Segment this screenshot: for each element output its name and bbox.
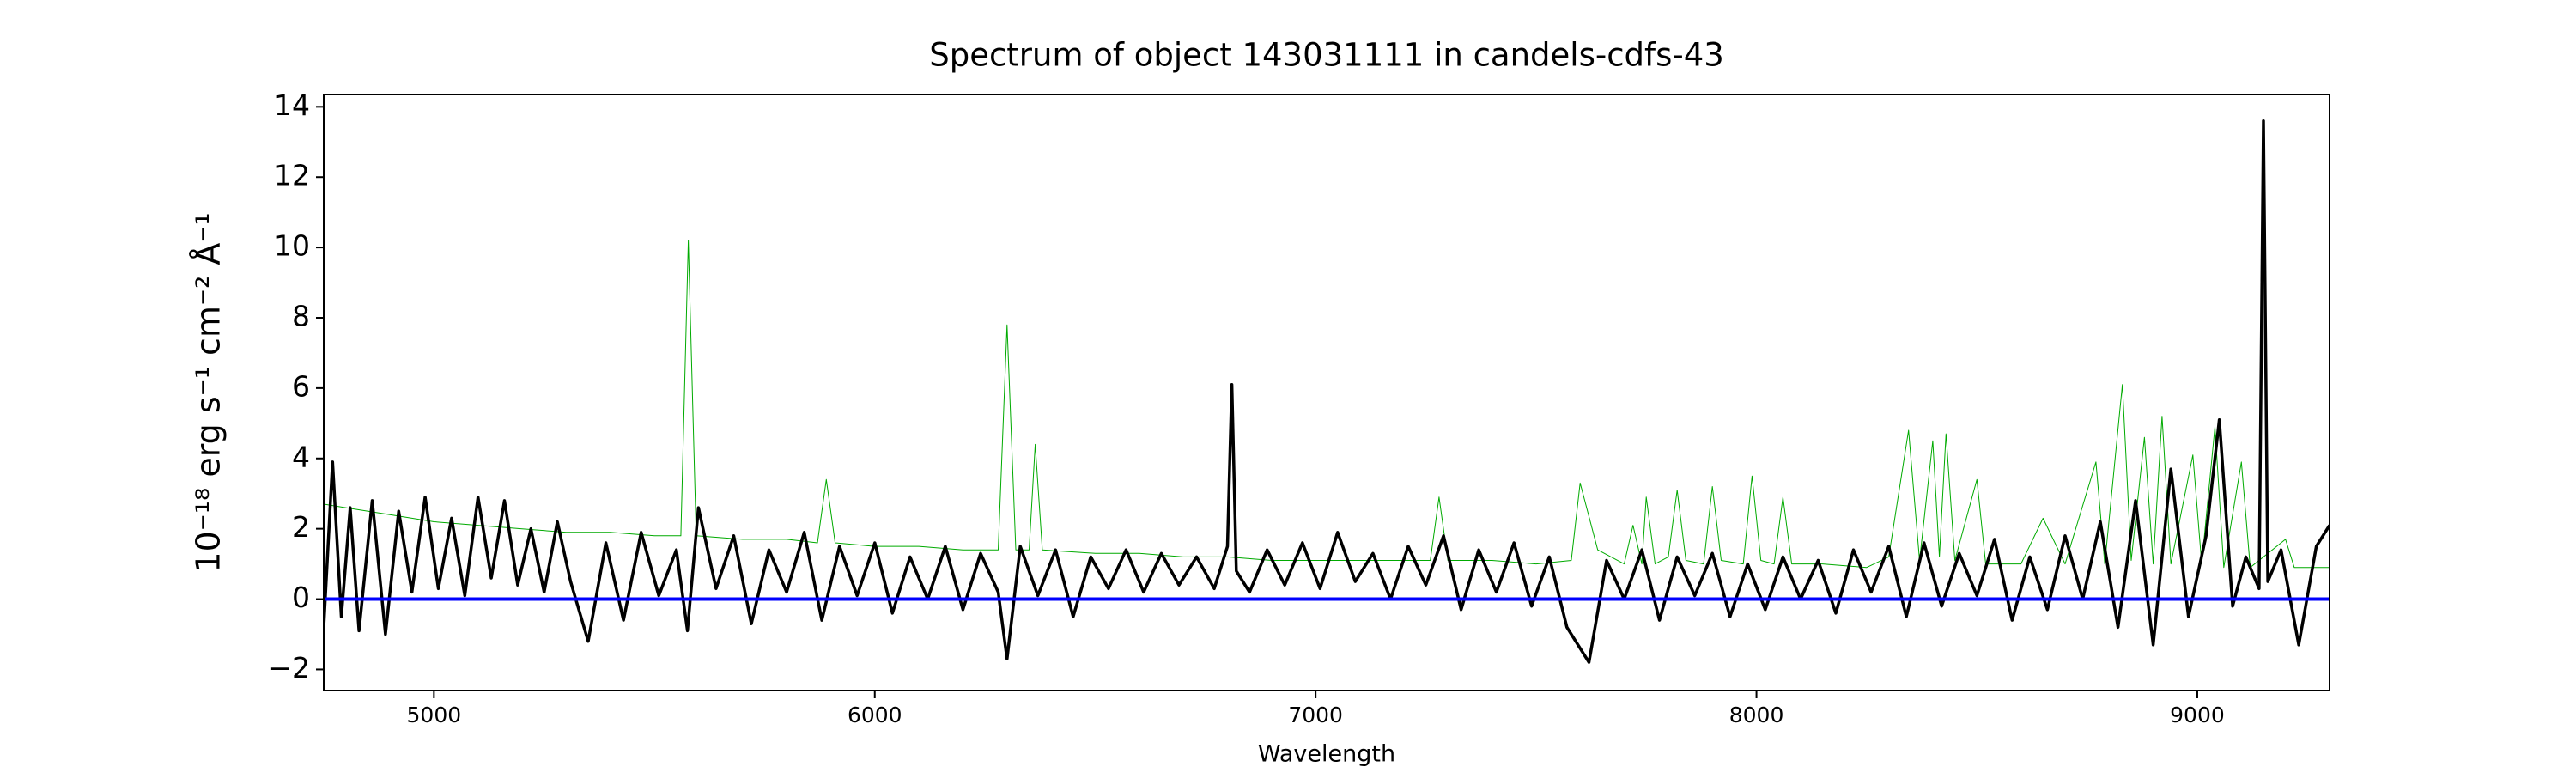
x-tick-label: 8000 [1729,703,1784,727]
y-tick-label: −2 [268,651,310,685]
y-tick-label: 8 [292,299,310,332]
y-tick-label: 12 [274,159,310,192]
x-axis-label: Wavelength [1258,741,1395,768]
spectrum-line [324,119,2330,664]
chart-title: Spectrum of object 143031111 in candels-… [929,37,1724,74]
x-tick-label: 7000 [1288,703,1343,727]
x-tick-label: 9000 [2170,703,2225,727]
y-tick-label: 14 [274,88,310,122]
y-tick-label: 2 [292,510,310,544]
x-tick-label: 5000 [407,703,462,727]
y-tick-label: 10 [274,229,310,263]
y-tick-label: 0 [292,581,310,614]
y-tick-label: 4 [292,440,310,473]
y-axis-label: 10⁻¹⁸ erg s⁻¹ cm⁻² Å⁻¹ [190,212,228,572]
x-tick-label: 6000 [848,703,902,727]
series-group [324,119,2330,664]
spectrum-line [324,240,2330,569]
plot-frame [323,94,2330,691]
y-tick-label: 6 [292,369,310,403]
